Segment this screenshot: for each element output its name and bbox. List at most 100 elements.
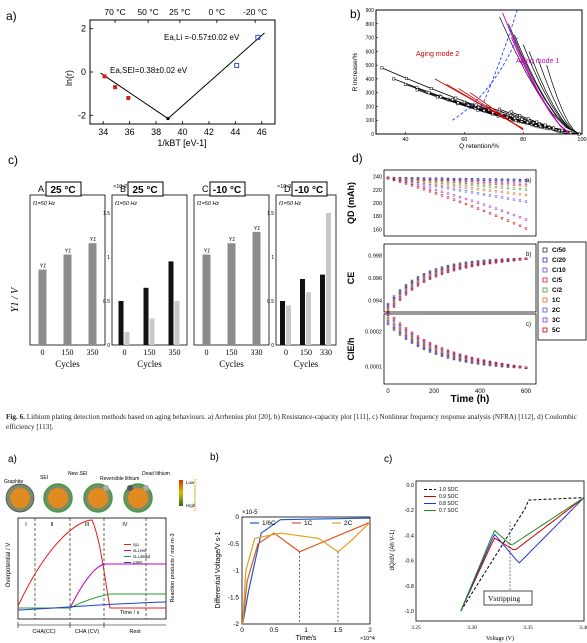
coulombic-marker [392, 318, 396, 321]
dqdv-plot: c) 0.0-0.2-0.4-0.6-0.8-1.0 3.25 3.30 3.35 3… [384, 454, 587, 642]
particle-core [88, 488, 108, 508]
coulombic-marker [392, 328, 396, 331]
coulombic-marker [452, 184, 456, 188]
rq-black-marker [405, 76, 408, 80]
coulombic-marker [440, 178, 444, 181]
vstripping-box [483, 590, 533, 606]
coulombic-x-tick-label: 400 [475, 389, 486, 395]
arrhenius-y-tick-label: 2 [81, 24, 86, 34]
nfra-category-label: 150 [300, 348, 312, 357]
dv-x-tick-label: 2 [368, 627, 372, 634]
nfra-category-label: 150 [144, 348, 156, 357]
coulombic-marker [446, 349, 450, 352]
coulombic-legend-label: C/2 [552, 287, 563, 294]
nfra-temp-label: -10 °C [295, 185, 323, 196]
arrhenius-li-fit [167, 32, 265, 119]
coulombic-marker [488, 182, 492, 185]
coulombic-marker [398, 322, 402, 325]
nfra-temp-box [209, 181, 246, 197]
nfra-category-label: 330 [251, 348, 263, 357]
arrhenius-y-tick-label: -2 [78, 110, 86, 120]
dqdv-curve [460, 497, 585, 612]
overpotential-ylabel: Overpotential / V [6, 543, 12, 588]
rq-black-marker [403, 82, 407, 86]
coulombic-marker [524, 257, 528, 260]
coulombic-marker [518, 224, 522, 227]
arrhenius-vertex-point [166, 117, 170, 121]
coulombic-marker [464, 197, 468, 201]
nfra-category-label: 330 [320, 348, 332, 357]
coulombic-marker [464, 190, 468, 193]
coulombic-subplot-2: c) CIE/h 0.0002 0.0001 0 200 400 600 [346, 310, 537, 395]
coulombic-marker [386, 176, 390, 180]
coulombic-legend-label: C/10 [552, 267, 566, 274]
coulombic-marker [470, 187, 474, 190]
dv-legend-label: 1C [304, 520, 313, 527]
coulombic-y-tick-label: 180 [373, 214, 382, 220]
coulombic-marker [458, 180, 462, 184]
coulombic-marker [458, 267, 462, 270]
coulombic-marker [518, 216, 522, 219]
rq-black-marker [380, 66, 384, 70]
nfra-freq-label: f1=50 Hz [115, 201, 137, 207]
coulombic-marker [386, 308, 390, 311]
arrhenius-plot: a) 70 °C 50 °C 25 °C 0 °C -20 °C 34 36 38 40 42 4… [6, 7, 276, 148]
dqdv-curve [460, 497, 585, 612]
rq-black-marker [560, 128, 564, 132]
dqdv-legend-label: 0.8 SOC [439, 501, 459, 507]
coulombic-marker [500, 186, 504, 189]
coulombic-marker [404, 179, 408, 183]
coulombic-subplot-tag: a) [526, 178, 531, 184]
coulombic-marker [386, 176, 390, 180]
coulombic-marker [512, 187, 516, 190]
nfra-y-tick-label: 0 [107, 343, 110, 349]
coulombic-marker [458, 263, 462, 266]
coulombic-marker [386, 315, 390, 318]
coulombic-x-tick-label: 0 [386, 389, 390, 395]
coulombic-y-tick-label: 0.996 [368, 276, 382, 282]
figure-caption: Fig. 6. Lithium plating detection method… [6, 412, 581, 432]
dv-y-tick-label: -0.5 [228, 541, 240, 548]
coulombic-marker [458, 263, 462, 267]
overpotential-regions: CHA(CC) CHA (CV) Rest [17, 622, 166, 635]
nfra-plot: c) Y1 / V A 25 °C f1=50 Hz Y1 Y1 Y1 0 150 350 Cyc… [8, 153, 337, 369]
nfra-category-label: 0 [41, 348, 45, 357]
coulombic-marker [524, 257, 528, 260]
coulombic-legend-marker [542, 317, 548, 323]
dv-x-tick-label: 0 [240, 627, 244, 634]
nfra-category-label: 150 [62, 348, 74, 357]
coulombic-marker [494, 180, 498, 183]
coulombic-marker [398, 180, 402, 183]
coulombic-marker [524, 366, 528, 369]
coulombic-marker [410, 332, 414, 336]
coulombic-marker [512, 180, 516, 184]
nfra-bar-light [174, 301, 180, 345]
coulombic-marker [476, 358, 480, 361]
coulombic-y-tick-label: 220 [373, 188, 382, 194]
differential-voltage-plot: b) ×10-5 0 -0.5 -1 -1.5 -2 0 0.5 1 1.5 2 1/6C 1C 2… [210, 452, 375, 642]
coulombic-marker [404, 181, 408, 184]
nfra-category-label: 350 [169, 348, 181, 357]
coulombic-marker [386, 309, 390, 312]
phase-label: III [85, 522, 90, 528]
coulombic-marker [500, 190, 504, 194]
arrhenius-top-tick-label: 0 °C [209, 7, 226, 17]
coulombic-y-tick-label: 0.994 [368, 299, 382, 305]
coulombic-marker [386, 306, 390, 310]
coulombic-marker [482, 209, 486, 213]
arrhenius-panel: a) 70 °C 50 °C 25 °C 0 °C -20 °C 34 36 38 40 42 4… [0, 0, 290, 150]
coulombic-marker [398, 298, 402, 302]
figure-number: Fig. 6. [6, 413, 25, 421]
coulombic-marker [446, 187, 450, 190]
coulombic-legend-marker [542, 327, 548, 333]
coulombic-subplot-frame [383, 243, 537, 313]
coulombic-marker [476, 181, 480, 184]
coulombic-marker [464, 202, 468, 206]
coulombic-marker [452, 198, 456, 201]
coulombic-marker [512, 198, 516, 201]
coulombic-marker [404, 331, 408, 334]
coulombic-marker [470, 205, 474, 208]
coulombic-marker [446, 181, 450, 185]
rq-curves [380, 9, 581, 136]
coulombic-marker [524, 366, 528, 369]
